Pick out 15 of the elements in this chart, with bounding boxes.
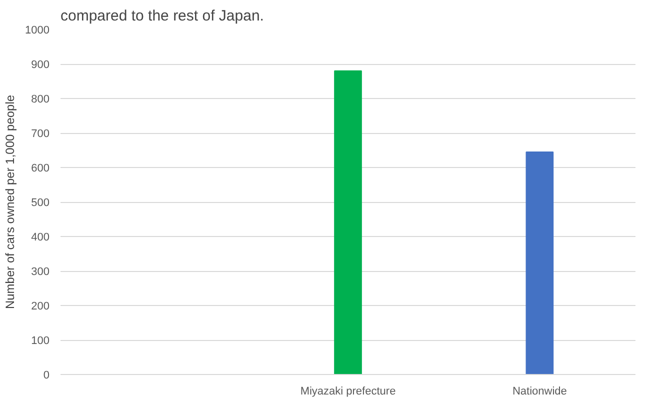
text: compared to the rest of Japan. (60, 8, 264, 24)
y-tick-label: 800 (31, 94, 50, 106)
y-axis-title: Number of cars owned per 1,000 people (3, 94, 18, 310)
y-tick-label: 200 (31, 300, 50, 312)
y-tick-label: 600 (31, 162, 50, 174)
y-tick-label: 700 (31, 128, 50, 140)
y-tick-label: 500 (31, 197, 50, 209)
x-tick-label: Miyazaki prefecture (300, 386, 396, 398)
y-tick-label: 400 (31, 232, 50, 244)
y-tick-label: 0 (43, 370, 50, 382)
y-tick-label: 1000 (25, 24, 50, 36)
x-tick-label: Nationwide (512, 386, 567, 398)
y-tick-label: 300 (31, 266, 50, 278)
y-tick-label: 900 (31, 59, 50, 71)
y-tick-label: 100 (31, 335, 50, 347)
